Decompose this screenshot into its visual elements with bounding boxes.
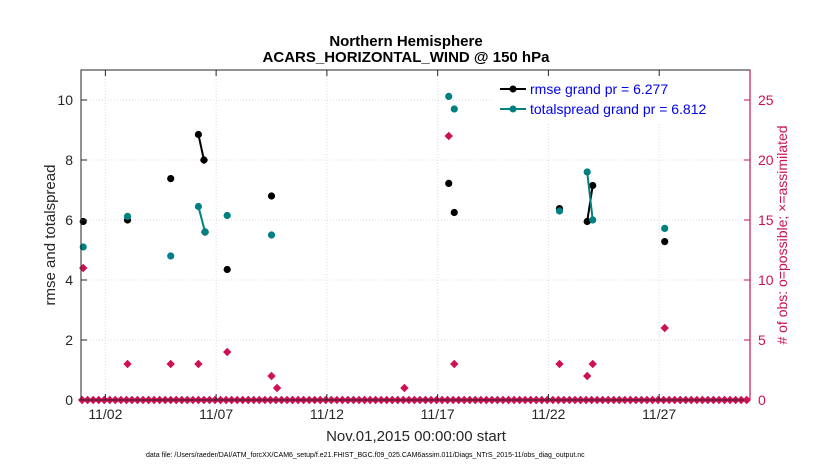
- x-tick-label: 11/12: [310, 406, 344, 422]
- spread-point: [267, 231, 276, 239]
- y-tick-left-label: 8: [65, 152, 73, 168]
- rmse-point: [200, 156, 208, 164]
- obs-count-point: [444, 131, 453, 141]
- rmse-point: [583, 217, 591, 226]
- legend-spread-marker: [509, 105, 517, 113]
- spread-point: [555, 207, 564, 215]
- x-tick-label: 11/02: [88, 406, 122, 422]
- spread-point: [450, 105, 458, 113]
- spread-segment: [586, 171, 594, 221]
- rmse-point: [589, 181, 597, 190]
- obs-count-point: [267, 371, 276, 381]
- spread-point: [201, 228, 209, 236]
- y-tick-left-label: 0: [65, 392, 73, 408]
- chart-subtitle: ACARS_HORIZONTAL_WIND @ 150 hPa: [263, 49, 551, 66]
- plot-series: [77, 92, 751, 405]
- rmse-point: [450, 208, 458, 217]
- y-axis-left: 0 2 4 6 8 10: [57, 92, 87, 408]
- obs-count-point: [450, 359, 459, 369]
- y-tick-right-label: 5: [758, 332, 766, 348]
- chart-title: Northern Hemisphere: [329, 33, 482, 50]
- obs-count-point: [400, 383, 409, 393]
- legend: rmse grand pr = 6.277 totalspread grand …: [494, 76, 744, 122]
- obs-count-point: [660, 323, 669, 333]
- y-axis-right-label: # of obs: o=possible; ×=assimilated: [774, 125, 790, 344]
- y-tick-right-label: 20: [758, 152, 774, 168]
- obs-count-point: [588, 359, 597, 369]
- y-tick-left-label: 2: [65, 332, 73, 348]
- rmse-segment: [197, 134, 205, 161]
- spread-segment: [197, 206, 207, 233]
- legend-rmse-marker: [509, 85, 517, 93]
- legend-spread-label: totalspread grand pr = 6.812: [530, 101, 707, 117]
- obs-count-point: [166, 359, 175, 369]
- spread-point: [445, 92, 453, 100]
- x-tick-label: 11/17: [421, 406, 455, 422]
- rmse-point: [194, 130, 203, 139]
- y-tick-left-label: 10: [57, 92, 73, 108]
- y-tick-right-label: 25: [758, 92, 774, 108]
- y-tick-right-label: 0: [758, 392, 766, 408]
- y-tick-right-label: 15: [758, 212, 774, 228]
- spread-point: [167, 252, 175, 260]
- spread-point: [661, 224, 669, 232]
- rmse-point: [167, 175, 175, 183]
- obs-count-point: [555, 359, 564, 369]
- spread-point: [589, 216, 597, 224]
- x-axis-label: Nov.01,2015 00:00:00 start: [326, 428, 507, 445]
- x-tick-label: 11/07: [199, 406, 233, 422]
- obs-count-point: [194, 359, 203, 369]
- obs-count-point: [123, 359, 132, 369]
- footer-datafile: data file: /Users/raeder/DAI/ATM_forcXX/…: [146, 452, 585, 459]
- spread-point: [194, 202, 203, 211]
- legend-box: [494, 76, 744, 122]
- y-tick-right-label: 10: [758, 272, 774, 288]
- obs-count-point: [223, 347, 232, 357]
- x-axis: 11/02 11/07 11/12 11/17 11/22 11/27: [88, 70, 676, 422]
- legend-rmse-label: rmse grand pr = 6.277: [530, 81, 668, 97]
- obs-count-point: [79, 263, 88, 273]
- rmse-point: [445, 179, 453, 187]
- y-tick-left-label: 6: [65, 212, 73, 228]
- y-axis-right: 0 5 10 15 20 25: [744, 70, 774, 408]
- obs-count-point: [272, 383, 282, 393]
- spread-point: [583, 168, 591, 176]
- y-tick-left-label: 4: [65, 272, 73, 288]
- spread-point: [123, 212, 132, 220]
- rmse-point: [267, 192, 276, 200]
- spread-point: [223, 211, 231, 220]
- obs-count-point: [582, 371, 592, 381]
- y-axis-left-label: rmse and totalspread: [42, 165, 59, 306]
- rmse-point: [661, 238, 669, 246]
- x-tick-label: 11/27: [642, 406, 676, 422]
- rmse-point: [223, 265, 231, 274]
- x-tick-label: 11/22: [531, 406, 565, 422]
